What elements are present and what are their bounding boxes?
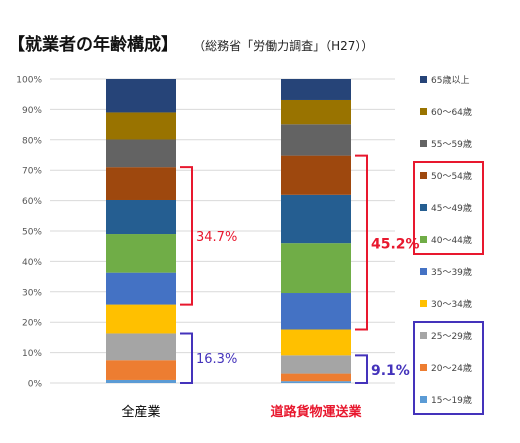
bar-segment bbox=[281, 373, 351, 382]
bar-segment bbox=[281, 243, 351, 294]
legend-label: 40〜44歳 bbox=[431, 234, 472, 246]
legend-label: 50〜54歳 bbox=[431, 170, 472, 182]
y-tick-label: 90% bbox=[22, 106, 42, 116]
y-tick-label: 70% bbox=[22, 167, 42, 177]
bar-segment bbox=[106, 167, 176, 200]
bar-segment bbox=[281, 329, 351, 356]
y-tick-label: 100% bbox=[16, 76, 42, 86]
legend-label: 55〜59歳 bbox=[431, 138, 472, 150]
bracket-label: 34.7% bbox=[196, 230, 237, 245]
category-label: 道路貨物運送業 bbox=[270, 404, 362, 420]
legend-swatch bbox=[420, 204, 427, 211]
bracket bbox=[355, 154, 368, 331]
x-axis-categories: 全産業 道路貨物運送業 bbox=[121, 404, 362, 420]
chart-title: 【就業者の年齢構成】 bbox=[8, 35, 178, 55]
bar-segment bbox=[106, 333, 176, 361]
bracket bbox=[180, 332, 193, 384]
bar-segment bbox=[106, 234, 176, 273]
bracket-label: 45.2% bbox=[371, 237, 420, 253]
bar-segment bbox=[106, 360, 176, 380]
bar-segment bbox=[281, 194, 351, 244]
legend-swatch bbox=[420, 332, 427, 339]
legend-swatch bbox=[420, 76, 427, 83]
legend-swatch bbox=[420, 268, 427, 275]
legend: 65歳以上 60〜64歳 55〜59歳 50〜54歳 45〜49歳 40〜44歳 35〜39… bbox=[413, 74, 484, 415]
bar-segment bbox=[106, 379, 176, 383]
y-tick-label: 40% bbox=[22, 258, 42, 268]
legend-highlight-box bbox=[413, 161, 484, 255]
bar-segment bbox=[281, 293, 351, 330]
y-tick-label: 80% bbox=[22, 136, 42, 146]
bar-segment bbox=[106, 304, 176, 334]
bracket bbox=[355, 354, 368, 384]
y-tick-label: 60% bbox=[22, 197, 42, 207]
legend-swatch bbox=[420, 172, 427, 179]
y-tick-label: 10% bbox=[22, 349, 42, 359]
legend-swatch bbox=[420, 300, 427, 307]
bar-segment bbox=[281, 355, 351, 374]
legend-label: 15〜19歳 bbox=[431, 394, 472, 406]
bar-segment bbox=[106, 272, 176, 305]
legend-highlight-box bbox=[413, 321, 484, 415]
legend-label: 20〜24歳 bbox=[431, 362, 472, 374]
bar-segment bbox=[281, 79, 351, 100]
legend-label: 25〜29歳 bbox=[431, 330, 472, 342]
legend-label: 60〜64歳 bbox=[431, 106, 472, 118]
legend-label: 30〜34歳 bbox=[431, 298, 472, 310]
legend-swatch bbox=[420, 396, 427, 403]
legend-label: 35〜39歳 bbox=[431, 266, 472, 278]
chart-title-row: 【就業者の年齢構成】 （総務省「労働力調査」（H27）） bbox=[8, 30, 373, 55]
chart-subtitle: （総務省「労働力調査」（H27）） bbox=[193, 39, 374, 53]
y-tick-label: 20% bbox=[22, 319, 42, 329]
bar-segment bbox=[106, 199, 176, 235]
legend-swatch bbox=[420, 108, 427, 115]
bars bbox=[106, 79, 351, 383]
bracket bbox=[180, 166, 193, 306]
legend-swatch bbox=[420, 140, 427, 147]
y-axis: 0% 10% 20% 30% 40% 50% 60% 70% 80% 90% 100% bbox=[16, 76, 42, 390]
legend-swatch bbox=[420, 364, 427, 371]
bar-segment bbox=[281, 155, 351, 195]
bar-segment bbox=[106, 112, 176, 140]
bar-segment bbox=[106, 139, 176, 168]
bar-segment bbox=[106, 79, 176, 113]
bracket-label: 9.1% bbox=[371, 363, 410, 379]
bar-segment bbox=[281, 381, 351, 383]
y-tick-label: 50% bbox=[22, 228, 42, 238]
category-label: 全産業 bbox=[121, 404, 160, 420]
annotations: 34.7% 16.3% 45.2% 9.1% bbox=[180, 154, 420, 384]
bar-segment bbox=[281, 99, 351, 125]
y-tick-label: 0% bbox=[28, 380, 43, 390]
y-tick-label: 30% bbox=[22, 288, 42, 298]
legend-swatch bbox=[420, 236, 427, 243]
bracket-label: 16.3% bbox=[196, 352, 237, 367]
bar-segment bbox=[281, 124, 351, 156]
legend-label: 65歳以上 bbox=[431, 74, 469, 86]
legend-label: 45〜49歳 bbox=[431, 202, 472, 214]
